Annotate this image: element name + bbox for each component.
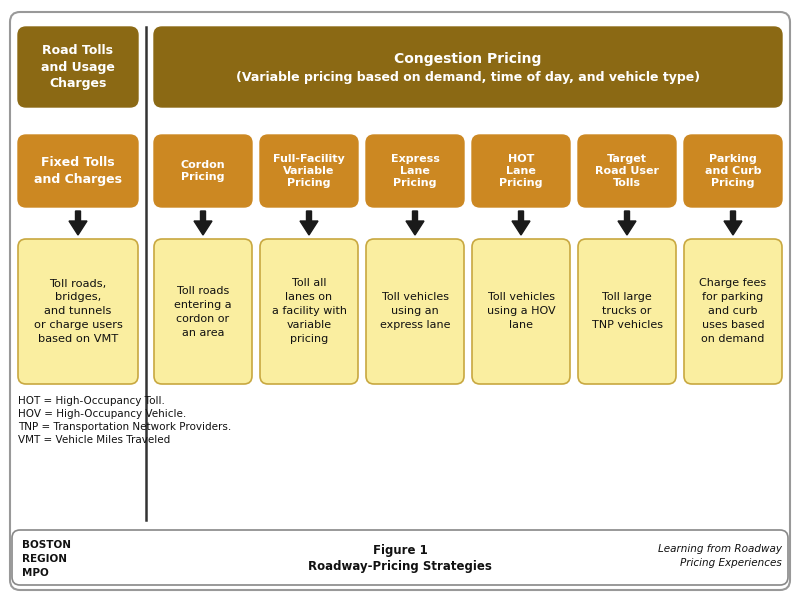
Text: Pricing Experiences: Pricing Experiences bbox=[680, 558, 782, 568]
Text: Figure 1: Figure 1 bbox=[373, 544, 427, 557]
FancyBboxPatch shape bbox=[260, 239, 358, 384]
Text: Toll roads
entering a
cordon or
an area: Toll roads entering a cordon or an area bbox=[174, 285, 232, 338]
Polygon shape bbox=[406, 211, 424, 235]
FancyBboxPatch shape bbox=[154, 27, 782, 107]
FancyBboxPatch shape bbox=[684, 135, 782, 207]
Text: BOSTON
REGION
MPO: BOSTON REGION MPO bbox=[22, 540, 71, 578]
FancyBboxPatch shape bbox=[472, 135, 570, 207]
Polygon shape bbox=[512, 211, 530, 235]
Text: Toll large
trucks or
TNP vehicles: Toll large trucks or TNP vehicles bbox=[591, 293, 662, 331]
FancyBboxPatch shape bbox=[154, 239, 252, 384]
Text: Roadway-Pricing Strategies: Roadway-Pricing Strategies bbox=[308, 560, 492, 573]
FancyBboxPatch shape bbox=[18, 27, 138, 107]
Polygon shape bbox=[618, 211, 636, 235]
Text: (Variable pricing based on demand, time of day, and vehicle type): (Variable pricing based on demand, time … bbox=[236, 70, 700, 84]
Text: Parking
and Curb
Pricing: Parking and Curb Pricing bbox=[705, 154, 762, 188]
FancyBboxPatch shape bbox=[684, 239, 782, 384]
Polygon shape bbox=[69, 211, 87, 235]
Text: Toll all
lanes on
a facility with
variable
pricing: Toll all lanes on a facility with variab… bbox=[271, 278, 346, 344]
Polygon shape bbox=[194, 211, 212, 235]
FancyBboxPatch shape bbox=[154, 135, 252, 207]
Text: HOT = High-Occupancy Toll.: HOT = High-Occupancy Toll. bbox=[18, 396, 165, 406]
Text: Toll vehicles
using a HOV
lane: Toll vehicles using a HOV lane bbox=[486, 293, 555, 331]
FancyBboxPatch shape bbox=[472, 239, 570, 384]
FancyBboxPatch shape bbox=[18, 239, 138, 384]
Text: HOV = High-Occupancy Vehicle.: HOV = High-Occupancy Vehicle. bbox=[18, 409, 186, 419]
Text: Target
Road User
Tolls: Target Road User Tolls bbox=[595, 154, 659, 188]
Text: Fixed Tolls
and Charges: Fixed Tolls and Charges bbox=[34, 156, 122, 186]
Text: HOT
Lane
Pricing: HOT Lane Pricing bbox=[499, 154, 542, 188]
Text: TNP = Transportation Network Providers.: TNP = Transportation Network Providers. bbox=[18, 422, 231, 432]
FancyBboxPatch shape bbox=[366, 239, 464, 384]
FancyBboxPatch shape bbox=[10, 12, 790, 590]
Text: Full-Facility
Variable
Pricing: Full-Facility Variable Pricing bbox=[273, 154, 345, 188]
FancyBboxPatch shape bbox=[578, 135, 676, 207]
Text: Toll vehicles
using an
express lane: Toll vehicles using an express lane bbox=[380, 293, 450, 331]
Text: Road Tolls
and Usage
Charges: Road Tolls and Usage Charges bbox=[41, 43, 115, 91]
Text: VMT = Vehicle Miles Traveled: VMT = Vehicle Miles Traveled bbox=[18, 435, 170, 445]
FancyBboxPatch shape bbox=[12, 530, 788, 585]
Text: Congestion Pricing: Congestion Pricing bbox=[394, 52, 542, 66]
Text: Toll roads,
bridges,
and tunnels
or charge users
based on VMT: Toll roads, bridges, and tunnels or char… bbox=[34, 278, 122, 344]
FancyBboxPatch shape bbox=[578, 239, 676, 384]
Polygon shape bbox=[300, 211, 318, 235]
Text: Learning from Roadway: Learning from Roadway bbox=[658, 544, 782, 554]
FancyBboxPatch shape bbox=[18, 135, 138, 207]
Text: Express
Lane
Pricing: Express Lane Pricing bbox=[390, 154, 439, 188]
Text: Cordon
Pricing: Cordon Pricing bbox=[181, 160, 226, 182]
Polygon shape bbox=[724, 211, 742, 235]
FancyBboxPatch shape bbox=[260, 135, 358, 207]
FancyBboxPatch shape bbox=[366, 135, 464, 207]
Text: Charge fees
for parking
and curb
uses based
on demand: Charge fees for parking and curb uses ba… bbox=[699, 278, 766, 344]
